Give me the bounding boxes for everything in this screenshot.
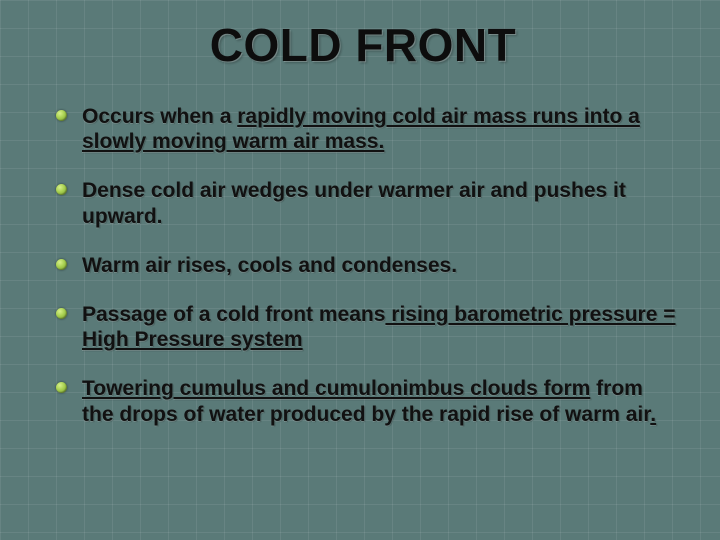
text-segment: Towering cumulus and cumulonimbus clouds… xyxy=(82,377,590,400)
list-item: Dense cold air wedges under warmer air a… xyxy=(54,178,678,228)
slide: COLD FRONT Occurs when a rapidly moving … xyxy=(0,0,720,540)
list-item: Passage of a cold front means rising bar… xyxy=(54,302,678,352)
slide-title: COLD FRONT xyxy=(48,18,678,72)
text-segment: . xyxy=(650,403,656,426)
text-segment: Warm air rises, cools and condenses. xyxy=(82,254,457,277)
list-item: Warm air rises, cools and condenses. xyxy=(54,253,678,278)
list-item: Towering cumulus and cumulonimbus clouds… xyxy=(54,376,678,426)
bullet-list: Occurs when a rapidly moving cold air ma… xyxy=(48,104,678,427)
text-segment: Occurs when a xyxy=(82,105,237,128)
text-segment: Dense cold air wedges under warmer air a… xyxy=(82,179,626,227)
list-item: Occurs when a rapidly moving cold air ma… xyxy=(54,104,678,154)
text-segment: Passage of a cold front means xyxy=(82,303,385,326)
